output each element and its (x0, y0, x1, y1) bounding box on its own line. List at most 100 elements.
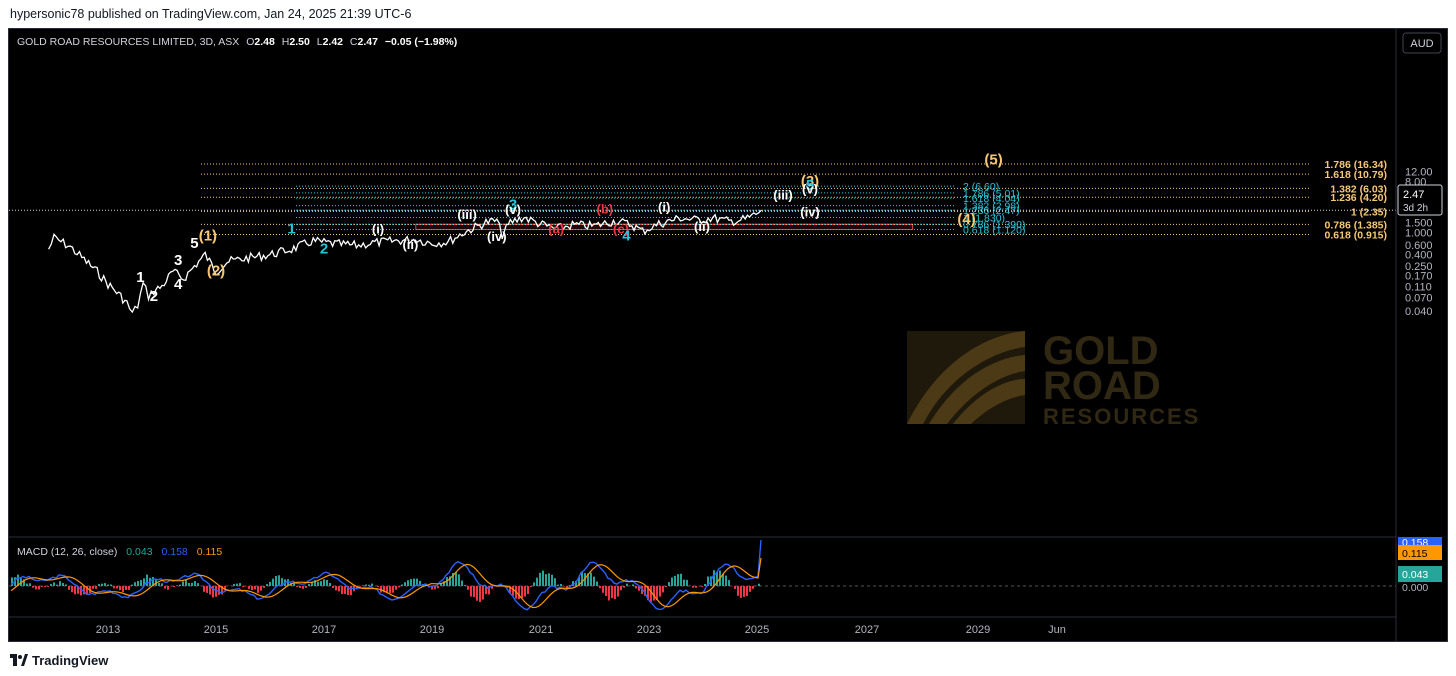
time-axis[interactable]: 2013 2015 2017 2019 2021 2023 2025 2027 2029 Jun (96, 624, 1066, 636)
macd-hist-bar (41, 586, 43, 588)
low-value: 2.42 (323, 36, 344, 48)
macd-hist-bar (674, 575, 676, 586)
macd-hist-bar (620, 586, 622, 591)
macd-hist-bar (566, 586, 568, 589)
macd-hist-bar (545, 574, 547, 586)
macd-hist-bar (11, 577, 13, 586)
x-tick-label: 2027 (855, 624, 879, 636)
currency-button[interactable]: AUD (1402, 32, 1442, 54)
macd-hist-bar (392, 586, 394, 593)
macd-hist-bar (455, 572, 457, 586)
macd-hist-bar (638, 586, 640, 591)
macd-hist-bar (662, 586, 664, 593)
macd-hist-bar (269, 581, 271, 586)
macd-hist-bar (344, 586, 346, 594)
macd-hist-bar (32, 586, 34, 588)
macd-hist-bar (602, 586, 604, 593)
macd-hist-bar (329, 583, 331, 586)
fib-cyan-label: 2 (6.60) (963, 181, 999, 193)
macd-pane[interactable]: MACD (12, 26, close) 0.043 0.158 0.115 0… (9, 537, 1442, 611)
bar-countdown: 3d 2h (1403, 203, 1428, 214)
wave-label: (c) (613, 222, 629, 237)
macd-hist-bar (701, 586, 703, 587)
macd-hist-bar (614, 586, 616, 600)
symbol-name: GOLD ROAD RESOURCES LIMITED, 3D, ASX (17, 36, 239, 48)
publish-bar: hypersonic78 published on TradingView.co… (0, 0, 1456, 28)
macd-hist-bar (632, 584, 634, 586)
macd-hist-bar (326, 579, 328, 586)
macd-zero-label: 0.000 (1402, 582, 1428, 594)
fib-orange-label: 1.786 (16.34) (1325, 159, 1387, 171)
macd-hist-bar (683, 579, 685, 586)
macd-hist-bar (647, 586, 649, 601)
macd-hist-bar (242, 586, 244, 588)
fib-cyan-label: 1.786 (5.01) (963, 188, 1020, 200)
macd-hist-bar (152, 576, 154, 586)
macd-badges: 0.158 0.115 0.043 0.000 (1398, 537, 1442, 594)
price-line (48, 209, 762, 314)
macd-hist-bar (476, 586, 478, 601)
macd-hist-bar (50, 584, 52, 586)
close-value: 2.47 (358, 36, 379, 48)
macd-hist-bar (293, 583, 295, 586)
x-tick-label: 2013 (96, 624, 120, 636)
macd-hist-bar (398, 586, 400, 588)
macd-hist-bar (191, 582, 193, 586)
macd-hist-bar (62, 583, 64, 586)
wave-label: (iv) (487, 229, 507, 244)
fib-orange-label: 1.236 (4.20) (1330, 192, 1387, 204)
macd-hist-bar (239, 583, 241, 586)
macd-hist-bar (185, 580, 187, 586)
chart-frame[interactable]: GOLD ROAD RESOURCES 1.786 (16.34) 1.618 (… (8, 28, 1448, 642)
macd-hist-bar (596, 581, 598, 586)
macd-hist-bar (59, 581, 61, 586)
macd-hist-bar (605, 586, 607, 596)
macd-hist-bar (695, 586, 697, 588)
macd-hist-bar (680, 573, 682, 586)
macd-hist-bar (248, 586, 250, 589)
macd-hist-bar (335, 586, 337, 591)
price-series (48, 209, 762, 314)
macd-hist-bar (554, 578, 556, 586)
macd-hist-bar (23, 579, 25, 586)
macd-hist-bar (131, 584, 133, 586)
macd-title: MACD (12, 26, close) (17, 546, 117, 558)
macd-hist-bar (164, 586, 166, 589)
macd-hist-bar (218, 586, 220, 595)
macd-hist-bar (116, 586, 118, 589)
macd-hist-bar (713, 570, 715, 586)
macd-hist-bar (65, 584, 67, 586)
macd-hist-bar (203, 586, 205, 592)
macd-hist-bar (296, 586, 298, 587)
fib-cyan-label: 1.236 (2.47) (963, 205, 1020, 217)
macd-hist-bar (539, 572, 541, 586)
signal-line (10, 557, 762, 609)
macd-hist-bar (644, 586, 646, 596)
macd-histogram (11, 570, 760, 603)
macd-hist-bar (275, 575, 277, 586)
wave-label: (iii) (773, 188, 793, 203)
macd-hist-bar (389, 586, 391, 594)
fib-cyan-label: 1 (1.830) (963, 213, 1005, 225)
macd-hist-bar (482, 586, 484, 600)
price-chart[interactable]: GOLD ROAD RESOURCES 1.786 (16.34)1.618 (… (9, 29, 1447, 641)
macd-hist-bar (617, 586, 619, 597)
macd-hist-bar (167, 586, 169, 590)
publish-info: hypersonic78 published on TradingView.co… (10, 7, 412, 21)
symbol-legend[interactable]: GOLD ROAD RESOURCES LIMITED, 3D, ASX O2.… (17, 36, 457, 48)
macd-hist-bar (257, 586, 259, 593)
macd-hist-bar (122, 586, 124, 592)
x-tick-label: 2023 (637, 624, 661, 636)
y-tick-label: 0.600 (1405, 240, 1433, 252)
macd-hist-bar (590, 572, 592, 586)
fib-cyan-label: 0.618 (1.120) (963, 225, 1025, 237)
macd-hist-bar (623, 586, 625, 588)
macd-hist-bar (302, 586, 304, 589)
wave-label: (iv) (800, 205, 820, 220)
macd-hist-bar (734, 586, 736, 589)
macd-hist-bar (194, 581, 196, 586)
watermark-line2: ROAD (1043, 364, 1161, 408)
macd-hist-bar (587, 573, 589, 586)
macd-hist-bar (71, 586, 73, 593)
svg-text:MACD (12, 26, close): MACD (12, 26, close) 0.043 0.158 0.115 (17, 546, 222, 558)
